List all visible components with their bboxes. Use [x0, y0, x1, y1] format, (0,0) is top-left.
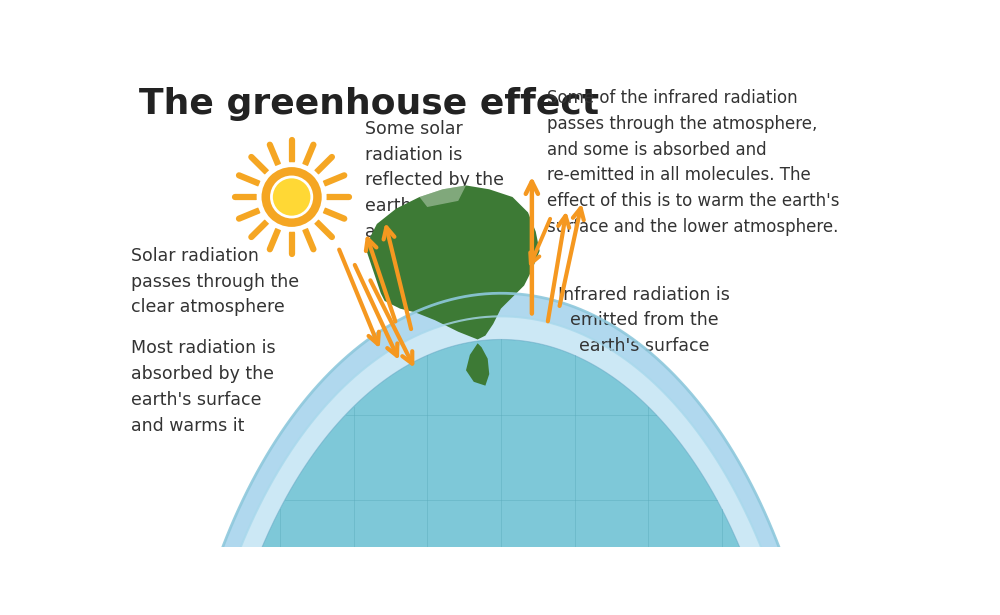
Polygon shape [466, 343, 489, 386]
Text: Infrared radiation is
emitted from the
earth's surface: Infrared radiation is emitted from the e… [558, 285, 730, 355]
Text: Some of the infrared radiation
passes through the atmosphere,
and some is absorb: Some of the infrared radiation passes th… [547, 89, 840, 236]
Text: Solar radiation
passes through the
clear atmosphere: Solar radiation passes through the clear… [131, 247, 299, 317]
Polygon shape [420, 186, 466, 207]
Circle shape [259, 165, 324, 229]
Polygon shape [365, 186, 540, 339]
Text: Most radiation is
absorbed by the
earth's surface
and warms it: Most radiation is absorbed by the earth'… [131, 339, 276, 435]
Text: Some solar
radiation is
reflected by the
earth and the
atmosphere: Some solar radiation is reflected by the… [365, 120, 504, 241]
Text: The greenhouse effect: The greenhouse effect [139, 87, 599, 121]
Polygon shape [206, 339, 795, 615]
Polygon shape [187, 316, 815, 615]
Polygon shape [172, 293, 830, 615]
Circle shape [271, 177, 312, 217]
